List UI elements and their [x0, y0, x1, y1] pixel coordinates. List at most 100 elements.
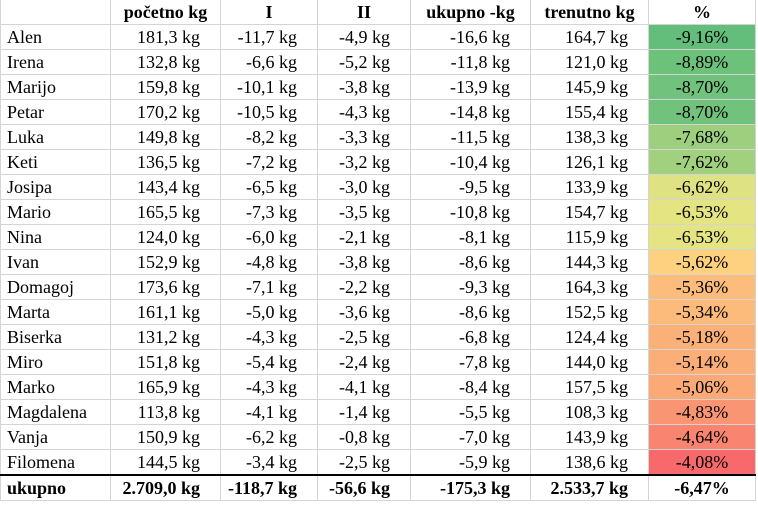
cell: -4,08% — [648, 449, 756, 476]
cell: -5,0 kg — [220, 299, 318, 325]
cell: Alen — [0, 24, 111, 50]
cell: -5,5 kg — [410, 399, 531, 425]
cell: -4,64% — [648, 424, 756, 450]
cell: -10,1 kg — [220, 74, 318, 100]
cell: -8,2 kg — [220, 124, 318, 150]
cell: 181,3 kg — [110, 24, 221, 50]
cell: -5,06% — [648, 374, 756, 400]
cell: 149,8 kg — [110, 124, 221, 150]
cell: 152,5 kg — [530, 299, 649, 325]
cell: -8,70% — [648, 74, 756, 100]
cell: 161,1 kg — [110, 299, 221, 325]
cell: 108,3 kg — [530, 399, 649, 425]
cell: 151,8 kg — [110, 349, 221, 375]
cell: 2.533,7 kg — [530, 474, 649, 501]
cell: -7,3 kg — [220, 199, 318, 225]
cell: II — [317, 0, 411, 25]
cell: -9,3 kg — [410, 274, 531, 300]
cell: 144,5 kg — [110, 449, 221, 476]
cell: -4,3 kg — [220, 324, 318, 350]
cell — [0, 0, 111, 25]
cell: -6,2 kg — [220, 424, 318, 450]
cell: -8,6 kg — [410, 299, 531, 325]
cell: -2,1 kg — [317, 224, 411, 250]
cell: 136,5 kg — [110, 149, 221, 175]
data-row: Alen 181,3 kg -11,7 kg -4,9 kg -16,6 kg 164,7… — [0, 24, 756, 50]
cell: -10,4 kg — [410, 149, 531, 175]
cell: -3,4 kg — [220, 449, 318, 476]
cell: -8,6 kg — [410, 249, 531, 275]
cell: -6,5 kg — [220, 174, 318, 200]
cell: -9,5 kg — [410, 174, 531, 200]
cell: 131,2 kg — [110, 324, 221, 350]
cell: -0,8 kg — [317, 424, 411, 450]
cell: -5,4 kg — [220, 349, 318, 375]
data-row: Marijo 159,8 kg -10,1 kg -3,8 kg -13,9 kg 145… — [0, 74, 756, 100]
cell: -4,83% — [648, 399, 756, 425]
data-row: Luka 149,8 kg -8,2 kg -3,3 kg -11,5 kg 138,3 … — [0, 124, 756, 150]
cell: 164,3 kg — [530, 274, 649, 300]
cell: % — [648, 0, 756, 25]
cell: Miro — [0, 349, 111, 375]
data-row: Irena 132,8 kg -6,6 kg -5,2 kg -11,8 kg 121,0… — [0, 49, 756, 75]
cell: Nina — [0, 224, 111, 250]
cell: -5,62% — [648, 249, 756, 275]
cell: 154,7 kg — [530, 199, 649, 225]
cell: 132,8 kg — [110, 49, 221, 75]
cell: 144,3 kg — [530, 249, 649, 275]
cell: -6,53% — [648, 199, 756, 225]
cell: -14,8 kg — [410, 99, 531, 125]
cell: 138,6 kg — [530, 449, 649, 476]
cell: -6,53% — [648, 224, 756, 250]
cell: 124,4 kg — [530, 324, 649, 350]
cell: -8,4 kg — [410, 374, 531, 400]
cell: ukupno -kg — [410, 0, 531, 25]
cell: Vanja — [0, 424, 111, 450]
data-row: Keti 136,5 kg -7,2 kg -3,2 kg -10,4 kg 126,1 … — [0, 149, 756, 175]
cell: -6,0 kg — [220, 224, 318, 250]
cell: -7,1 kg — [220, 274, 318, 300]
data-row: Mario 165,5 kg -7,3 kg -3,5 kg -10,8 kg 154,7… — [0, 199, 756, 225]
cell: -11,5 kg — [410, 124, 531, 150]
cell: -4,8 kg — [220, 249, 318, 275]
cell: -4,3 kg — [317, 99, 411, 125]
cell: -5,34% — [648, 299, 756, 325]
cell: -7,62% — [648, 149, 756, 175]
cell: Irena — [0, 49, 111, 75]
cell: 157,5 kg — [530, 374, 649, 400]
data-row: Josipa 143,4 kg -6,5 kg -3,0 kg -9,5 kg 133,9… — [0, 174, 756, 200]
cell: 143,9 kg — [530, 424, 649, 450]
cell: Ivan — [0, 249, 111, 275]
cell: Mario — [0, 199, 111, 225]
cell: -13,9 kg — [410, 74, 531, 100]
cell: 124,0 kg — [110, 224, 221, 250]
cell: 165,9 kg — [110, 374, 221, 400]
cell: -2,5 kg — [317, 449, 411, 476]
cell: Luka — [0, 124, 111, 150]
cell: -7,2 kg — [220, 149, 318, 175]
data-row: Vanja 150,9 kg -6,2 kg -0,8 kg -7,0 kg 143,9 … — [0, 424, 756, 450]
cell: -7,68% — [648, 124, 756, 150]
cell: -3,5 kg — [317, 199, 411, 225]
cell: -118,7 kg — [220, 474, 318, 501]
cell: -3,8 kg — [317, 249, 411, 275]
data-row: Magdalena 113,8 kg -4,1 kg -1,4 kg -5,5 kg 10… — [0, 399, 756, 425]
cell: -3,8 kg — [317, 74, 411, 100]
data-row: Domagoj 173,6 kg -7,1 kg -2,2 kg -9,3 kg 164,… — [0, 274, 756, 300]
cell: Domagoj — [0, 274, 111, 300]
cell: -8,1 kg — [410, 224, 531, 250]
cell: -11,7 kg — [220, 24, 318, 50]
cell: -2,2 kg — [317, 274, 411, 300]
cell: početno kg — [110, 0, 221, 25]
cell: Keti — [0, 149, 111, 175]
header-row: početno kg I II ukupno -kg trenutno kg% — [0, 0, 756, 25]
cell: -3,0 kg — [317, 174, 411, 200]
cell: -7,0 kg — [410, 424, 531, 450]
cell: 159,8 kg — [110, 74, 221, 100]
cell: -4,1 kg — [220, 399, 318, 425]
data-row: Miro 151,8 kg -5,4 kg -2,4 kg -7,8 kg 144,0 k… — [0, 349, 756, 375]
cell: Josipa — [0, 174, 111, 200]
data-row: Petar 170,2 kg -10,5 kg -4,3 kg -14,8 kg 155,… — [0, 99, 756, 125]
cell: -16,6 kg — [410, 24, 531, 50]
